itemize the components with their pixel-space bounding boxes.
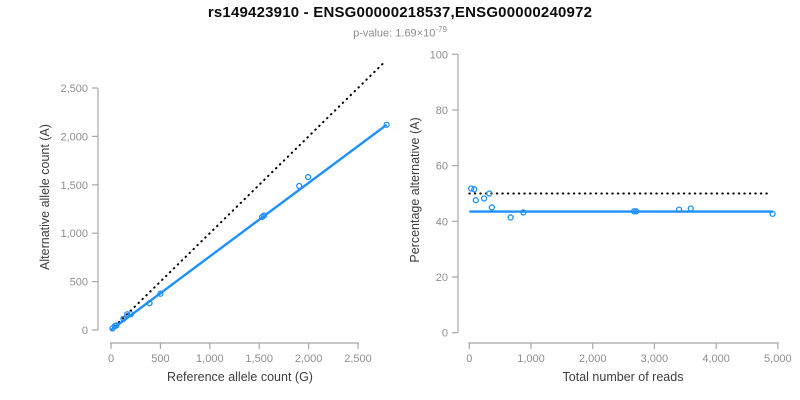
pvalue-text: p-value: 1.69×10 bbox=[353, 27, 436, 40]
y-tick-label: 2,500 bbox=[60, 83, 88, 95]
data-points bbox=[468, 185, 776, 221]
data-point bbox=[633, 208, 640, 215]
axes bbox=[452, 53, 779, 349]
y-tick-label: 80 bbox=[436, 105, 448, 117]
y-tick-label: 20 bbox=[436, 272, 448, 284]
x-axis-title: Reference allele count (G) bbox=[167, 370, 313, 384]
fit-line bbox=[110, 123, 388, 331]
y-tick-label: 1,000 bbox=[60, 228, 88, 240]
y-axis-title: Percentage alternative (A) bbox=[410, 117, 422, 262]
axes bbox=[92, 87, 359, 349]
pvalue-exponent: -79 bbox=[435, 25, 447, 34]
data-point bbox=[383, 121, 390, 128]
x-tick-label: 4,000 bbox=[702, 353, 730, 365]
y-tick-label: 0 bbox=[442, 328, 448, 340]
x-tick-label: 500 bbox=[151, 353, 169, 365]
data-point bbox=[687, 205, 694, 212]
x-tick-label: 2,500 bbox=[344, 353, 372, 365]
y-tick-label: 60 bbox=[436, 161, 448, 173]
y-axis-title: Alternative allele count (A) bbox=[38, 124, 52, 270]
x-tick-label: 2,000 bbox=[295, 353, 323, 365]
data-point bbox=[157, 290, 164, 297]
data-point bbox=[468, 185, 475, 192]
percentage-scatter-chart: 0 20 40 60 80 100 0 1,000 2,000 3,000 4,000 5,000 To… bbox=[410, 49, 792, 384]
data-point bbox=[630, 208, 638, 215]
y-tick-label: 40 bbox=[436, 216, 448, 228]
data-point bbox=[480, 195, 488, 202]
x-tick-label: 1,500 bbox=[245, 353, 273, 365]
x-tick-label: 0 bbox=[108, 353, 114, 365]
x-axis-title: Total number of reads bbox=[563, 370, 684, 384]
tick-labels: 0 500 1,000 1,500 2,000 2,500 0 500 1,000 1,500 2,… bbox=[60, 83, 371, 365]
data-point bbox=[675, 206, 683, 213]
data-point bbox=[769, 210, 776, 217]
y-tick-label: 500 bbox=[70, 277, 88, 289]
y-tick-label: 0 bbox=[82, 325, 88, 337]
y-tick-label: 2,000 bbox=[60, 131, 88, 143]
tick-labels: 0 20 40 60 80 100 0 1,000 2,000 3,000 4,000 5,000 bbox=[430, 49, 792, 365]
x-tick-label: 0 bbox=[466, 353, 472, 365]
data-point bbox=[507, 214, 514, 221]
data-point bbox=[113, 322, 120, 329]
identity-line bbox=[110, 61, 385, 331]
data-point bbox=[123, 311, 131, 318]
y-tick-label: 1,500 bbox=[60, 180, 88, 192]
data-point bbox=[304, 173, 312, 181]
x-tick-label: 3,000 bbox=[641, 353, 669, 365]
data-points bbox=[109, 121, 390, 332]
data-point bbox=[120, 315, 127, 323]
x-tick-label: 5,000 bbox=[764, 353, 792, 365]
data-point bbox=[486, 190, 493, 197]
y-tick-label: 100 bbox=[430, 49, 448, 61]
data-point bbox=[520, 209, 527, 216]
data-point bbox=[488, 204, 495, 211]
data-point bbox=[146, 299, 153, 307]
x-tick-label: 1,000 bbox=[196, 353, 224, 365]
page-title: rs149423910 - ENSG00000218537,ENSG000002… bbox=[207, 4, 593, 21]
data-point bbox=[127, 310, 135, 318]
data-point bbox=[260, 212, 268, 219]
x-tick-label: 2,000 bbox=[579, 353, 607, 365]
x-tick-label: 1,000 bbox=[517, 353, 545, 365]
data-point bbox=[296, 182, 303, 190]
data-point bbox=[472, 197, 479, 204]
allele-count-scatter-chart: 0 500 1,000 1,500 2,000 2,500 0 500 1,000 1,500 2,… bbox=[38, 61, 390, 384]
data-point bbox=[471, 186, 478, 193]
pvalue-subtitle: p-value: 1.69×10-79 bbox=[0, 25, 800, 40]
